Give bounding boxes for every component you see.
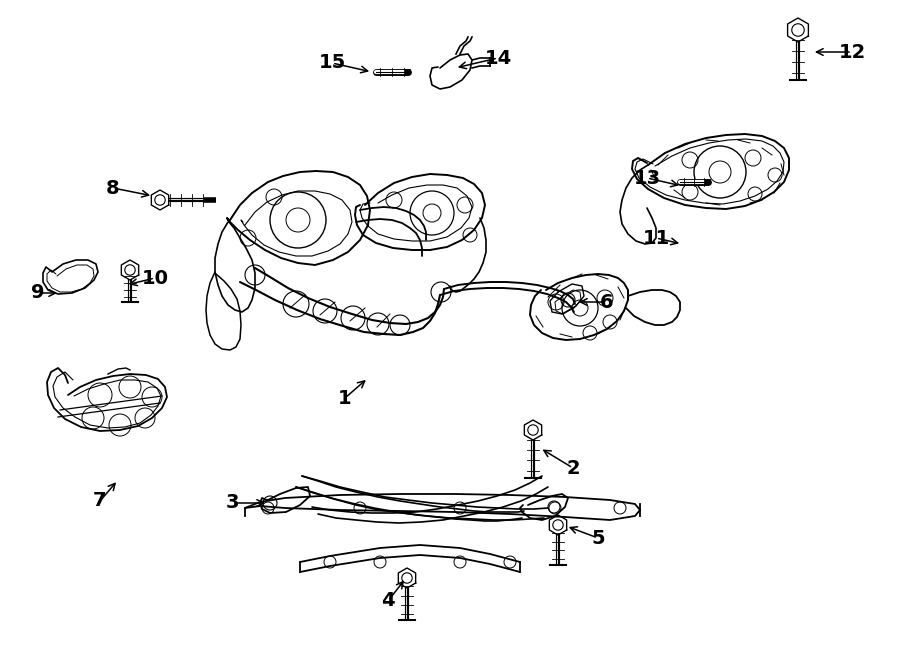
Text: 4: 4 [382, 592, 395, 611]
Text: 5: 5 [591, 529, 605, 547]
Text: 6: 6 [600, 293, 614, 311]
Text: 10: 10 [141, 268, 168, 288]
Text: 12: 12 [839, 42, 866, 61]
Text: 15: 15 [319, 54, 346, 73]
Text: 14: 14 [484, 48, 511, 67]
Text: 13: 13 [634, 169, 661, 188]
Text: 8: 8 [106, 178, 120, 198]
Text: 9: 9 [32, 284, 45, 303]
Text: 3: 3 [225, 494, 238, 512]
Text: 11: 11 [643, 229, 670, 247]
Text: 7: 7 [94, 492, 107, 510]
Text: 1: 1 [338, 389, 352, 407]
Text: 2: 2 [566, 459, 580, 477]
